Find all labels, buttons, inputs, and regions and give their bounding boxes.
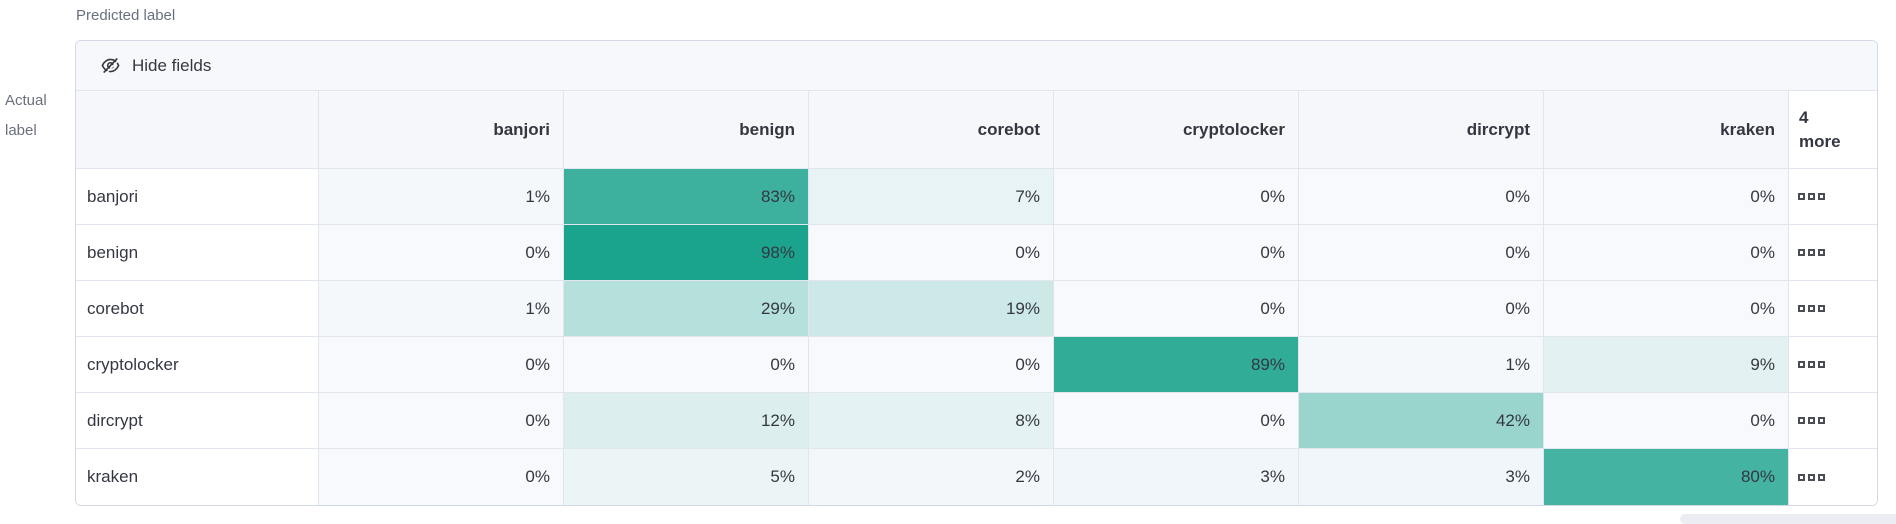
matrix-cell-banjori-cryptolocker[interactable]: 0%	[1054, 169, 1299, 225]
box-glyph	[1808, 417, 1815, 424]
column-header-dircrypt[interactable]: dircrypt	[1299, 91, 1544, 169]
matrix-cell-cryptolocker-dircrypt[interactable]: 1%	[1299, 337, 1544, 393]
more-columns-header-line: more	[1799, 131, 1841, 151]
matrix-cell-corebot-corebot[interactable]: 19%	[809, 281, 1054, 337]
box-glyph	[1798, 249, 1805, 256]
matrix-cell-dircrypt-banjori[interactable]: 0%	[319, 393, 564, 449]
column-header-banjori[interactable]: banjori	[319, 91, 564, 169]
box-glyph	[1808, 249, 1815, 256]
matrix-cell-banjori-benign[interactable]: 83%	[564, 169, 809, 225]
box-glyph	[1818, 473, 1825, 481]
boxes-horizontal-icon	[1798, 305, 1825, 312]
box-glyph	[1818, 361, 1825, 368]
more-values-cell[interactable]	[1789, 337, 1877, 393]
actual-axis-label-line1: Actual	[5, 92, 47, 109]
confusion-matrix-grid: banjori benign corebot cryptolocker dircrypt…	[76, 91, 1877, 505]
matrix-cell-benign-benign[interactable]: 98%	[564, 225, 809, 281]
matrix-cell-corebot-benign[interactable]: 29%	[564, 281, 809, 337]
matrix-cell-corebot-kraken[interactable]: 0%	[1544, 281, 1789, 337]
row-label-banjori[interactable]: banjori	[76, 169, 319, 225]
row-label-corebot[interactable]: corebot	[76, 281, 319, 337]
matrix-cell-cryptolocker-banjori[interactable]: 0%	[319, 337, 564, 393]
confusion-matrix-grid-container: Hide fields banjori benign corebot cryptolo…	[75, 40, 1878, 506]
box-glyph	[1808, 361, 1815, 368]
matrix-cell-benign-kraken[interactable]: 0%	[1544, 225, 1789, 281]
box-glyph	[1808, 473, 1815, 481]
box-glyph	[1798, 361, 1805, 368]
boxes-horizontal-icon	[1798, 361, 1825, 368]
box-glyph	[1818, 193, 1825, 200]
matrix-cell-cryptolocker-benign[interactable]: 0%	[564, 337, 809, 393]
matrix-cell-benign-banjori[interactable]: 0%	[319, 225, 564, 281]
column-header-kraken[interactable]: kraken	[1544, 91, 1789, 169]
box-glyph	[1808, 193, 1815, 200]
column-header-cryptolocker[interactable]: cryptolocker	[1054, 91, 1299, 169]
hide-fields-label: Hide fields	[132, 55, 212, 75]
horizontal-scrollbar-thumb[interactable]	[1680, 514, 1896, 524]
boxes-horizontal-icon	[1798, 249, 1825, 256]
boxes-horizontal-icon	[1798, 193, 1825, 200]
matrix-cell-kraken-corebot[interactable]: 2%	[809, 449, 1054, 505]
matrix-cell-benign-corebot[interactable]: 0%	[809, 225, 1054, 281]
corner-header-cell	[76, 91, 319, 169]
boxes-horizontal-icon	[1798, 417, 1825, 424]
matrix-cell-corebot-cryptolocker[interactable]: 0%	[1054, 281, 1299, 337]
matrix-cell-dircrypt-corebot[interactable]: 8%	[809, 393, 1054, 449]
box-glyph	[1818, 249, 1825, 256]
matrix-cell-dircrypt-benign[interactable]: 12%	[564, 393, 809, 449]
matrix-cell-kraken-cryptolocker[interactable]: 3%	[1054, 449, 1299, 505]
more-values-cell[interactable]	[1789, 449, 1877, 505]
grid-control-bar: Hide fields	[76, 41, 1877, 91]
matrix-cell-dircrypt-cryptolocker[interactable]: 0%	[1054, 393, 1299, 449]
hide-fields-button[interactable]: Hide fields	[100, 55, 211, 76]
more-values-cell[interactable]	[1789, 169, 1877, 225]
more-values-cell[interactable]	[1789, 225, 1877, 281]
row-label-cryptolocker[interactable]: cryptolocker	[76, 337, 319, 393]
box-glyph	[1808, 305, 1815, 312]
box-glyph	[1798, 473, 1805, 481]
matrix-cell-cryptolocker-corebot[interactable]: 0%	[809, 337, 1054, 393]
actual-axis-label: Actual label	[5, 86, 69, 146]
matrix-cell-kraken-dircrypt[interactable]: 3%	[1299, 449, 1544, 505]
matrix-cell-cryptolocker-cryptolocker[interactable]: 89%	[1054, 337, 1299, 393]
more-values-cell[interactable]	[1789, 281, 1877, 337]
row-label-kraken[interactable]: kraken	[76, 449, 319, 505]
box-glyph	[1798, 417, 1805, 424]
actual-axis-label-line2: label	[5, 122, 37, 139]
matrix-cell-cryptolocker-kraken[interactable]: 9%	[1544, 337, 1789, 393]
column-header-corebot[interactable]: corebot	[809, 91, 1054, 169]
matrix-cell-dircrypt-dircrypt[interactable]: 42%	[1299, 393, 1544, 449]
matrix-cell-kraken-kraken[interactable]: 80%	[1544, 449, 1789, 505]
matrix-cell-benign-cryptolocker[interactable]: 0%	[1054, 225, 1299, 281]
more-columns-header-line: 4	[1799, 107, 1809, 127]
matrix-cell-banjori-kraken[interactable]: 0%	[1544, 169, 1789, 225]
matrix-cell-banjori-corebot[interactable]: 7%	[809, 169, 1054, 225]
boxes-horizontal-icon	[1798, 473, 1825, 481]
matrix-cell-banjori-banjori[interactable]: 1%	[319, 169, 564, 225]
box-glyph	[1818, 305, 1825, 312]
box-glyph	[1798, 193, 1805, 200]
matrix-cell-banjori-dircrypt[interactable]: 0%	[1299, 169, 1544, 225]
matrix-cell-benign-dircrypt[interactable]: 0%	[1299, 225, 1544, 281]
box-glyph	[1798, 305, 1805, 312]
matrix-cell-corebot-dircrypt[interactable]: 0%	[1299, 281, 1544, 337]
box-glyph	[1818, 417, 1825, 424]
more-values-cell[interactable]	[1789, 393, 1877, 449]
row-label-dircrypt[interactable]: dircrypt	[76, 393, 319, 449]
more-columns-header[interactable]: 4 more	[1789, 91, 1877, 169]
matrix-cell-kraken-benign[interactable]: 5%	[564, 449, 809, 505]
eye-closed-icon	[100, 55, 121, 76]
matrix-cell-kraken-banjori[interactable]: 0%	[319, 449, 564, 505]
matrix-cell-dircrypt-kraken[interactable]: 0%	[1544, 393, 1789, 449]
row-label-benign[interactable]: benign	[76, 225, 319, 281]
matrix-cell-corebot-banjori[interactable]: 1%	[319, 281, 564, 337]
column-header-benign[interactable]: benign	[564, 91, 809, 169]
predicted-axis-label: Predicted label	[76, 7, 176, 24]
